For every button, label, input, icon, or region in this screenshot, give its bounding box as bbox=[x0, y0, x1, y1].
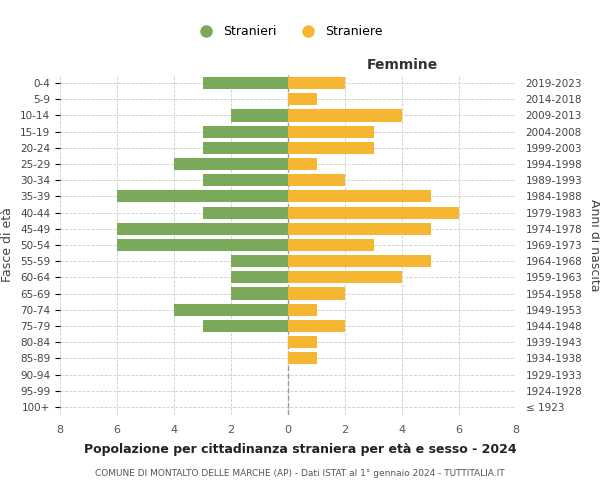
Bar bbox=[231, 255, 288, 268]
Bar bbox=[288, 126, 373, 138]
Bar bbox=[174, 304, 288, 316]
Bar bbox=[288, 174, 345, 186]
Bar bbox=[117, 190, 288, 202]
Bar bbox=[288, 158, 317, 170]
Bar bbox=[288, 222, 431, 235]
Bar bbox=[288, 142, 373, 154]
Y-axis label: Anni di nascita: Anni di nascita bbox=[588, 198, 600, 291]
Bar bbox=[117, 222, 288, 235]
Bar bbox=[288, 206, 459, 218]
Text: Popolazione per cittadinanza straniera per età e sesso - 2024: Popolazione per cittadinanza straniera p… bbox=[83, 442, 517, 456]
Bar bbox=[288, 288, 345, 300]
Bar bbox=[231, 110, 288, 122]
Bar bbox=[288, 255, 431, 268]
Legend: Stranieri, Straniere: Stranieri, Straniere bbox=[188, 20, 388, 43]
Bar bbox=[203, 320, 288, 332]
Bar bbox=[288, 77, 345, 89]
Bar bbox=[288, 93, 317, 106]
Bar bbox=[203, 174, 288, 186]
Bar bbox=[203, 142, 288, 154]
Bar bbox=[231, 288, 288, 300]
Bar bbox=[174, 158, 288, 170]
Bar bbox=[288, 304, 317, 316]
Bar bbox=[231, 272, 288, 283]
Bar bbox=[288, 320, 345, 332]
Bar bbox=[288, 352, 317, 364]
Bar bbox=[203, 206, 288, 218]
Bar bbox=[203, 126, 288, 138]
Bar bbox=[288, 110, 402, 122]
Text: Femmine: Femmine bbox=[367, 58, 437, 71]
Bar bbox=[203, 77, 288, 89]
Y-axis label: Fasce di età: Fasce di età bbox=[1, 208, 14, 282]
Bar bbox=[288, 239, 373, 251]
Text: COMUNE DI MONTALTO DELLE MARCHE (AP) - Dati ISTAT al 1° gennaio 2024 - TUTTITALI: COMUNE DI MONTALTO DELLE MARCHE (AP) - D… bbox=[95, 468, 505, 477]
Bar bbox=[288, 190, 431, 202]
Bar bbox=[117, 239, 288, 251]
Bar bbox=[288, 336, 317, 348]
Bar bbox=[288, 272, 402, 283]
